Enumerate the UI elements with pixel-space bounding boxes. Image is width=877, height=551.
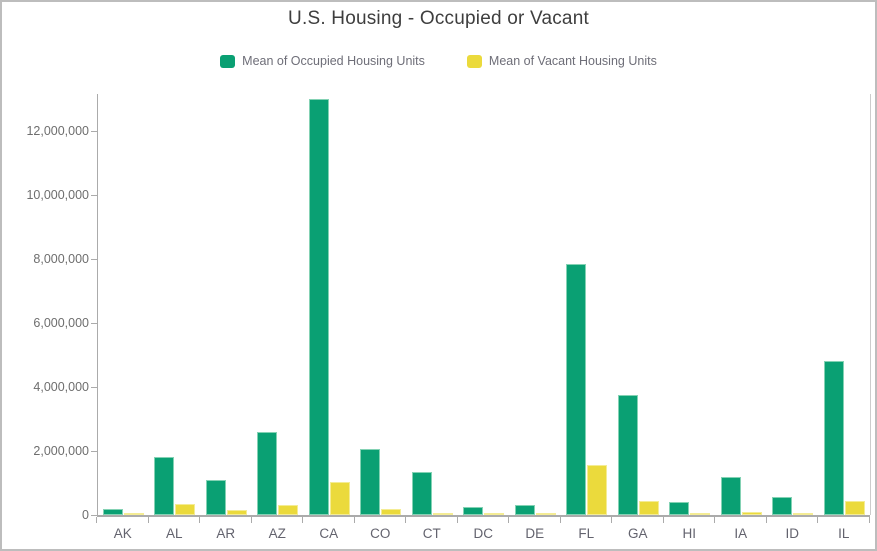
x-axis-category-label: DE (525, 526, 545, 541)
y-axis-tick (91, 195, 97, 196)
bar-occupied-IA[interactable] (720, 476, 741, 515)
y-axis-tick (91, 515, 97, 516)
x-axis-tick (559, 517, 561, 523)
bar-vacant-FL[interactable] (587, 465, 607, 515)
x-axis-category-label: AK (113, 526, 132, 541)
bar-vacant-CT[interactable] (432, 512, 453, 515)
bar-occupied-AR[interactable] (205, 479, 226, 515)
bar-occupied-ID[interactable] (772, 497, 792, 515)
y-axis-tick (91, 323, 97, 324)
x-axis-tick (147, 517, 149, 523)
bar-occupied-DE[interactable] (514, 505, 535, 515)
x-axis-category-label: CO (370, 526, 391, 541)
y-axis-tick (91, 131, 97, 132)
y-axis-tick-label: 10,000,000 (26, 188, 89, 202)
x-axis-category-label: HI (682, 526, 697, 541)
bar-vacant-HI[interactable] (690, 513, 710, 515)
x-axis-tick (456, 517, 458, 523)
bar-vacant-DC[interactable] (484, 513, 504, 515)
bar-vacant-CO[interactable] (381, 509, 401, 515)
vacant-legend-swatch-icon (466, 54, 482, 68)
y-axis-tick (91, 259, 97, 260)
bar-vacant-AK[interactable] (123, 513, 144, 515)
bar-occupied-FL[interactable] (566, 263, 586, 515)
occupied-legend-swatch-icon (220, 54, 236, 68)
x-axis-tick (250, 517, 252, 523)
y-axis-tick (91, 451, 97, 452)
x-axis-tick (302, 517, 303, 523)
x-axis-tick (96, 517, 97, 523)
y-axis-tick-label: 4,000,000 (33, 380, 89, 394)
legend-label: Mean of Occupied Housing Units (242, 54, 425, 68)
x-axis-category-label: GA (627, 526, 648, 541)
x-axis-category-label: DC (473, 526, 494, 541)
x-axis-tick (199, 517, 200, 523)
bar-occupied-IL[interactable] (823, 361, 844, 515)
x-axis-category-label: AR (216, 526, 236, 541)
y-axis-tick (91, 387, 97, 388)
y-axis-tick-label: 6,000,000 (33, 316, 89, 330)
x-axis-category-label: IL (838, 526, 850, 541)
bar-vacant-ID[interactable] (793, 513, 813, 515)
x-axis-category-label: ID (785, 526, 800, 541)
y-axis-tick-label: 8,000,000 (33, 252, 89, 266)
x-axis-tick (353, 517, 355, 523)
x-axis-line (97, 515, 870, 517)
bar-occupied-CA[interactable] (308, 99, 329, 515)
x-axis-tick (508, 517, 509, 523)
legend-item-occupied[interactable]: Mean of Occupied Housing Units (220, 54, 425, 68)
x-axis-category-label: CA (319, 526, 339, 541)
y-axis-tick-label: 2,000,000 (33, 444, 89, 458)
bar-vacant-AR[interactable] (226, 509, 247, 515)
plot-right-boundary (869, 94, 871, 515)
bar-occupied-CT[interactable] (411, 471, 432, 515)
bar-occupied-GA[interactable] (617, 394, 638, 515)
x-axis-tick (714, 517, 715, 523)
bar-occupied-CO[interactable] (360, 448, 380, 515)
bar-vacant-AL[interactable] (175, 504, 195, 515)
bar-occupied-DC[interactable] (463, 507, 483, 515)
bar-vacant-CA[interactable] (329, 482, 350, 515)
chart-title: U.S. Housing - Occupied or Vacant (288, 8, 589, 29)
bar-vacant-AZ[interactable] (278, 504, 298, 515)
bar-vacant-IL[interactable] (844, 501, 865, 515)
legend-item-vacant[interactable]: Mean of Vacant Housing Units (466, 54, 657, 68)
y-axis-tick-label: 12,000,000 (26, 124, 89, 138)
bar-occupied-HI[interactable] (669, 501, 689, 515)
y-axis-tick-label: 0 (82, 508, 89, 522)
x-axis-tick (662, 517, 664, 523)
x-axis-tick (405, 517, 406, 523)
bar-occupied-AK[interactable] (102, 508, 123, 515)
bar-vacant-IA[interactable] (741, 512, 762, 515)
x-axis-category-label: AZ (268, 526, 286, 541)
x-axis-category-label: CT (422, 526, 441, 541)
y-axis-line (97, 94, 98, 516)
bar-occupied-AZ[interactable] (257, 432, 277, 515)
legend-label: Mean of Vacant Housing Units (488, 54, 657, 68)
x-axis-category-label: FL (578, 526, 595, 541)
x-axis-category-label: IA (734, 526, 748, 541)
x-axis-category-label: AL (165, 526, 183, 541)
x-axis-tick (817, 517, 818, 523)
legend: Mean of Occupied Housing Units Mean of Va… (2, 54, 875, 68)
x-axis-tick (611, 517, 612, 523)
bar-vacant-DE[interactable] (535, 513, 556, 515)
bar-vacant-GA[interactable] (638, 501, 659, 515)
x-axis-tick (868, 517, 870, 523)
x-axis-tick (765, 517, 767, 523)
bar-occupied-AL[interactable] (154, 457, 174, 515)
